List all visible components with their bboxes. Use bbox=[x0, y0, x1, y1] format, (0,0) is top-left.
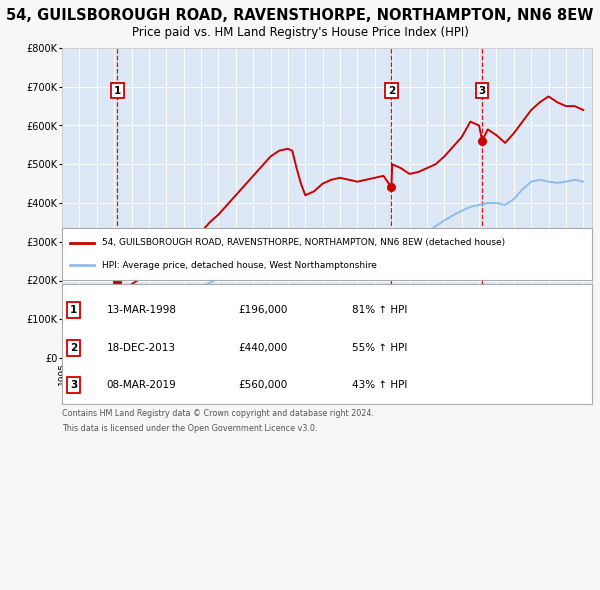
Text: 54, GUILSBOROUGH ROAD, RAVENSTHORPE, NORTHAMPTON, NN6 8EW (detached house): 54, GUILSBOROUGH ROAD, RAVENSTHORPE, NOR… bbox=[102, 238, 505, 247]
Text: £560,000: £560,000 bbox=[239, 380, 288, 390]
Text: 43% ↑ HPI: 43% ↑ HPI bbox=[352, 380, 407, 390]
Text: 55% ↑ HPI: 55% ↑ HPI bbox=[352, 343, 407, 353]
FancyBboxPatch shape bbox=[62, 284, 592, 404]
FancyBboxPatch shape bbox=[62, 228, 592, 280]
Text: Contains HM Land Registry data © Crown copyright and database right 2024.: Contains HM Land Registry data © Crown c… bbox=[62, 409, 374, 418]
Text: 3: 3 bbox=[479, 86, 486, 96]
Text: £440,000: £440,000 bbox=[239, 343, 288, 353]
Text: 13-MAR-1998: 13-MAR-1998 bbox=[107, 306, 176, 316]
Text: 1: 1 bbox=[70, 306, 77, 316]
Text: This data is licensed under the Open Government Licence v3.0.: This data is licensed under the Open Gov… bbox=[62, 424, 317, 433]
Text: 08-MAR-2019: 08-MAR-2019 bbox=[107, 380, 176, 390]
Text: 81% ↑ HPI: 81% ↑ HPI bbox=[352, 306, 407, 316]
Text: £196,000: £196,000 bbox=[239, 306, 288, 316]
Text: Price paid vs. HM Land Registry's House Price Index (HPI): Price paid vs. HM Land Registry's House … bbox=[131, 26, 469, 39]
Text: 54, GUILSBOROUGH ROAD, RAVENSTHORPE, NORTHAMPTON, NN6 8EW: 54, GUILSBOROUGH ROAD, RAVENSTHORPE, NOR… bbox=[7, 8, 593, 23]
Text: 18-DEC-2013: 18-DEC-2013 bbox=[107, 343, 176, 353]
Text: HPI: Average price, detached house, West Northamptonshire: HPI: Average price, detached house, West… bbox=[102, 261, 377, 270]
Text: 2: 2 bbox=[70, 343, 77, 353]
Text: 3: 3 bbox=[70, 380, 77, 390]
Text: 2: 2 bbox=[388, 86, 395, 96]
Text: 1: 1 bbox=[114, 86, 121, 96]
